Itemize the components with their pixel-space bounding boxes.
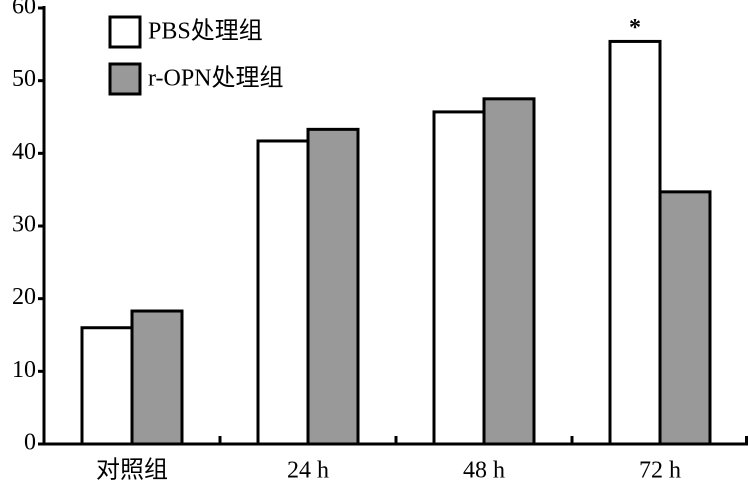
legend-label: PBS处理组 xyxy=(148,18,263,45)
bar xyxy=(482,97,536,446)
legend-swatch xyxy=(108,15,142,49)
bar xyxy=(432,110,486,446)
x-tick-label: 48 h xyxy=(463,458,505,484)
annotation: * xyxy=(629,15,641,41)
y-tick-label: 30 xyxy=(12,212,36,238)
x-tick-label: 72 h xyxy=(639,458,681,484)
y-tick-label: 50 xyxy=(12,66,36,92)
x-tick-label: 对照组 xyxy=(96,457,168,484)
bar xyxy=(80,326,134,446)
legend-label: r-OPN处理组 xyxy=(148,65,284,92)
y-tick-label: 0 xyxy=(24,430,36,456)
y-tick-label: 10 xyxy=(12,357,36,383)
x-tick-label: 24 h xyxy=(287,458,329,484)
bar xyxy=(130,309,184,446)
bar xyxy=(608,39,662,446)
y-tick-label: 40 xyxy=(12,139,36,165)
bar xyxy=(658,190,712,446)
bar xyxy=(256,139,310,446)
y-tick-label: 60 xyxy=(12,0,36,20)
y-tick-label: 20 xyxy=(12,284,36,310)
bar xyxy=(306,127,360,446)
legend-swatch xyxy=(108,62,142,96)
